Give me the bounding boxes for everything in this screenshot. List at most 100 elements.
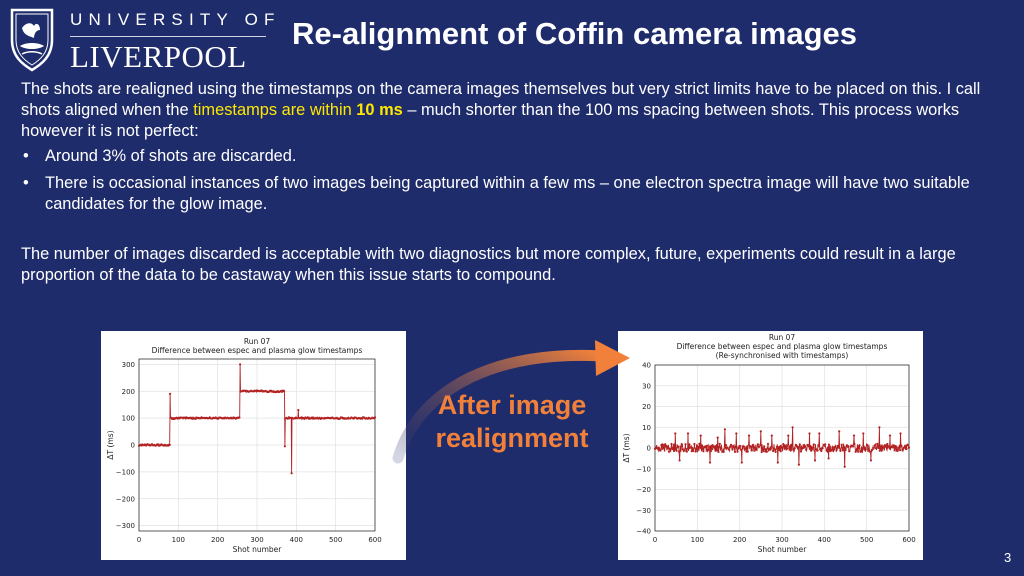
data-point [869,459,872,462]
curved-arrow-icon [392,340,630,464]
data-point [779,450,782,453]
data-point [896,449,899,452]
data-point [774,450,777,453]
x-tick-label: 300 [775,536,788,544]
data-point [776,461,779,464]
data-point [768,448,771,451]
data-point [860,450,864,453]
data-point [817,445,820,448]
data-point [741,447,744,450]
data-point [718,442,721,445]
data-point [797,446,800,449]
data-point [905,447,908,451]
data-point [685,450,688,453]
x-tick-label: 600 [368,536,381,544]
data-point [867,448,870,451]
data-point [864,448,867,451]
data-point [765,450,768,453]
data-point [787,434,790,437]
chart-subtitle: Difference between espec and plasma glow… [677,342,888,351]
page-number: 3 [1004,550,1012,565]
data-point [731,448,734,451]
data-point [290,472,293,475]
data-point [810,449,813,452]
data-point [871,448,874,451]
crest-icon [10,8,54,72]
data-point [689,446,692,449]
data-point [906,444,909,447]
y-tick-label: −10 [636,465,651,473]
data-point [756,443,759,446]
data-point [895,445,898,448]
x-tick-label: 500 [860,536,873,544]
data-point [760,450,763,454]
data-point [839,449,842,452]
data-point [747,434,751,437]
y-axis-label: ΔT (ms) [622,433,631,462]
data-point [711,448,714,451]
data-point [876,442,879,445]
x-tick-label: 200 [733,536,746,544]
data-point [693,442,696,446]
y-tick-label: −300 [116,522,135,530]
data-point [726,446,729,449]
realignment-callout: After image realignment [412,389,612,455]
y-tick-label: 30 [642,382,651,390]
data-point [727,448,730,451]
data-point [872,446,875,449]
data-point [888,434,892,437]
data-point [735,432,738,435]
data-point [844,448,847,452]
x-tick-label: 400 [290,536,303,544]
chart-title: Run 07 [244,337,271,346]
data-point [811,446,814,449]
y-axis-label: ΔT (ms) [106,430,115,459]
y-tick-label: 20 [642,403,651,411]
data-point [835,448,838,452]
data-point [239,363,242,366]
bullet-dot: • [23,147,29,165]
data-point [739,444,742,448]
data-point [169,392,172,395]
data-point [862,432,865,435]
data-point [769,446,772,449]
data-point [698,442,701,445]
x-axis-label: Shot number [758,545,808,554]
data-point [798,443,801,446]
data-point [882,446,885,449]
data-point [708,461,712,464]
data-point [709,450,712,453]
data-point [818,432,821,435]
data-point [907,446,911,449]
data-point [746,450,749,453]
chart-after-realignment: Run 07 Difference between espec and plasm… [618,331,923,560]
y-tick-label: 0 [131,442,135,450]
data-point [736,450,739,453]
p1-text-b: – much shorter than the 100 ms spacing b… [21,101,960,140]
data-point [732,446,735,449]
x-axis-label: Shot number [233,545,283,554]
data-point [749,445,752,448]
data-point [713,447,716,450]
data-point [678,450,681,453]
data-point [793,447,796,450]
data-point [845,444,848,447]
x-tick-label: 200 [211,536,224,544]
x-tick-label: 100 [691,536,704,544]
data-point [824,443,827,446]
data-point [657,446,660,449]
paragraph-1: The shots are realigned using the timest… [21,79,1006,142]
p1-bold-value: 10 ms [356,101,403,119]
data-point [808,432,811,435]
data-point [770,434,773,437]
data-point [791,426,794,429]
data-point [707,448,710,452]
data-point [877,444,880,447]
data-point [373,416,377,419]
data-point [852,434,856,437]
data-point [878,426,881,429]
p1-highlight: timestamps are within [193,101,357,119]
data-point [841,449,845,452]
data-point [763,445,766,448]
